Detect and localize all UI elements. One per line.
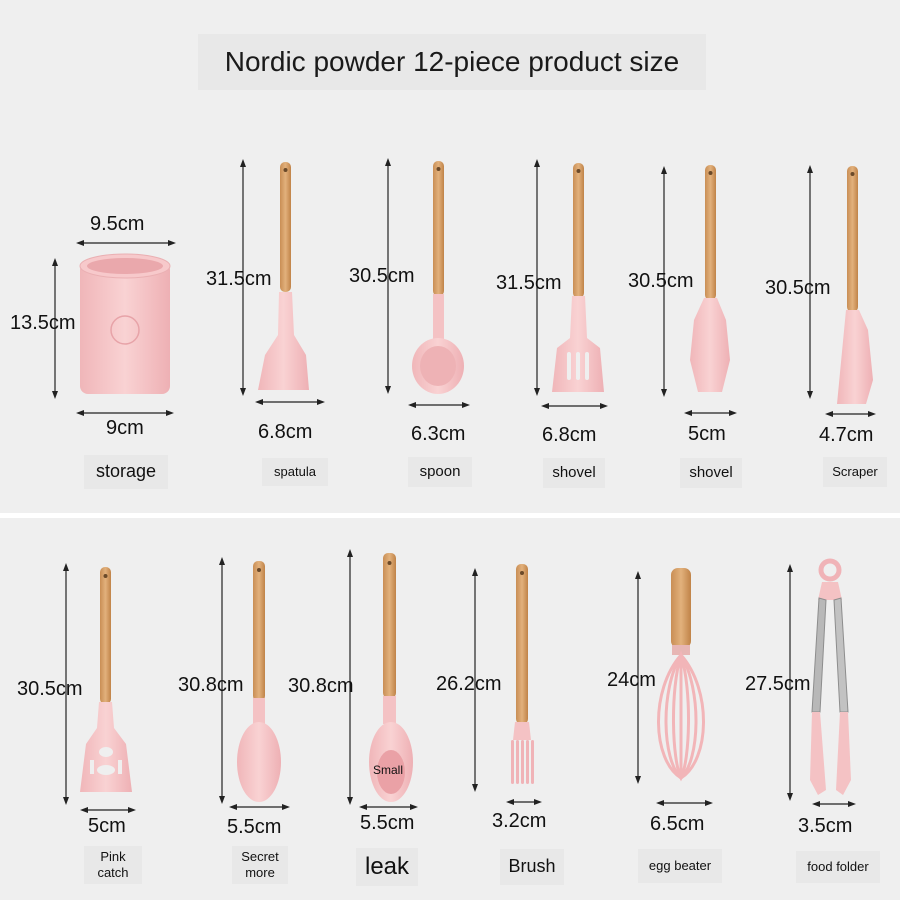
shovel2-height: 30.5cm bbox=[628, 270, 694, 292]
storage-height: 13.5cm bbox=[10, 312, 76, 334]
leak-spoon-icon bbox=[369, 553, 413, 802]
pink-catch-width: 5cm bbox=[88, 815, 126, 837]
label-brush: Brush bbox=[500, 849, 564, 885]
spoon-height: 30.5cm bbox=[349, 265, 415, 287]
label-scraper: Scraper bbox=[823, 457, 887, 487]
pasta-server-icon bbox=[80, 567, 132, 792]
pink-catch-height: 30.5cm bbox=[17, 678, 83, 700]
row-divider bbox=[0, 513, 900, 518]
label-leak: leak bbox=[356, 848, 418, 886]
spatula-width: 6.8cm bbox=[258, 421, 313, 443]
spoon-width: 6.3cm bbox=[411, 423, 466, 445]
spoon-icon bbox=[412, 161, 464, 394]
scraper-width: 4.7cm bbox=[819, 424, 874, 446]
brush-height: 26.2cm bbox=[436, 673, 502, 695]
storage-holder-icon bbox=[79, 253, 171, 394]
leak-height: 30.8cm bbox=[288, 675, 354, 697]
secret-more-width: 5.5cm bbox=[227, 816, 282, 838]
shovel-icon bbox=[690, 165, 730, 392]
whisk-icon bbox=[657, 568, 705, 782]
brush-icon bbox=[511, 564, 534, 784]
label-secret-more: Secret more bbox=[232, 846, 288, 884]
slotted-shovel-icon bbox=[552, 163, 604, 392]
spatula-height: 31.5cm bbox=[206, 268, 272, 290]
solid-spoon-icon bbox=[237, 561, 281, 802]
label-storage: storage bbox=[84, 455, 168, 489]
leak-width: 5.5cm bbox=[360, 812, 415, 834]
scraper-icon bbox=[837, 166, 873, 404]
leak-small-tag: Small bbox=[373, 763, 404, 777]
shovel2-width: 5cm bbox=[688, 423, 726, 445]
label-shovel-2: shovel bbox=[680, 458, 742, 488]
label-food-folder: food folder bbox=[796, 851, 880, 883]
food-folder-width: 3.5cm bbox=[798, 815, 853, 837]
label-egg-beater: egg beater bbox=[638, 849, 722, 883]
label-spoon: spoon bbox=[408, 457, 472, 487]
spatula-icon bbox=[258, 162, 309, 390]
label-shovel-1: shovel bbox=[543, 458, 605, 488]
label-pink-catch: Pink catch bbox=[84, 846, 142, 884]
brush-width: 3.2cm bbox=[492, 810, 547, 832]
secret-more-height: 30.8cm bbox=[178, 674, 244, 696]
food-folder-height: 27.5cm bbox=[745, 673, 811, 695]
label-spatula: spatula bbox=[262, 458, 328, 486]
shovel1-height: 31.5cm bbox=[496, 272, 562, 294]
scraper-height: 30.5cm bbox=[765, 277, 831, 299]
tongs-icon bbox=[810, 558, 851, 795]
egg-beater-height: 24cm bbox=[607, 669, 656, 691]
page-title: Nordic powder 12-piece product size bbox=[198, 34, 706, 90]
storage-width: 9cm bbox=[106, 417, 144, 439]
shovel1-width: 6.8cm bbox=[542, 424, 597, 446]
storage-top-width: 9.5cm bbox=[90, 213, 145, 235]
egg-beater-width: 6.5cm bbox=[650, 813, 705, 835]
